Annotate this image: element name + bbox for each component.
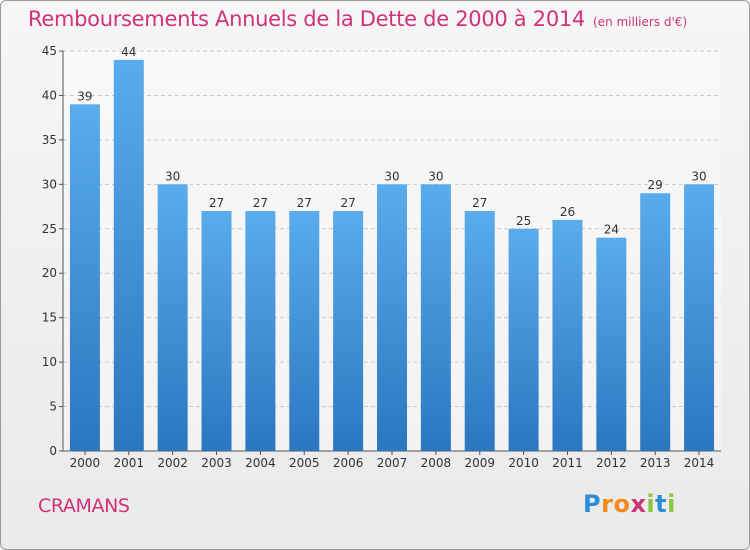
bar-value-label: 30: [384, 169, 399, 183]
logo-letter: i: [646, 490, 656, 518]
bar-value-label: 25: [516, 214, 531, 228]
x-tick-label: 2014: [684, 456, 715, 470]
y-tick-label: 5: [49, 400, 57, 414]
y-tick-label: 15: [42, 311, 57, 325]
bar-value-label: 27: [209, 196, 224, 210]
y-tick-label: 45: [42, 44, 57, 58]
y-tick-label: 40: [42, 88, 57, 102]
x-tick-label: 2005: [289, 456, 320, 470]
bar: [333, 211, 364, 451]
logo-letter: x: [630, 490, 647, 518]
bar-value-label: 44: [121, 45, 136, 59]
y-tick-label: 30: [42, 177, 57, 191]
x-tick-label: 2012: [596, 456, 627, 470]
bar-value-label: 30: [428, 169, 443, 183]
y-tick-label: 10: [42, 355, 57, 369]
logo-letter: P: [583, 490, 602, 518]
x-tick-label: 2013: [640, 456, 671, 470]
chart-title-text: Remboursements Annuels de la Dette de 20…: [28, 7, 585, 31]
x-tick-label: 2006: [333, 456, 364, 470]
x-tick-label: 2003: [201, 456, 232, 470]
bar: [289, 211, 320, 451]
bar-value-label: 39: [77, 89, 92, 103]
y-tick-label: 20: [42, 266, 57, 280]
bar-value-label: 24: [604, 223, 619, 237]
logo-letter: t: [655, 490, 668, 518]
x-tick-label: 2000: [70, 456, 101, 470]
bar: [596, 237, 627, 451]
bar: [245, 211, 276, 451]
bar: [552, 219, 583, 451]
commune-name: CRAMANS: [38, 495, 130, 517]
x-tick-label: 2004: [245, 456, 276, 470]
x-tick-label: 2002: [157, 456, 188, 470]
proxiti-logo: Proxiti: [583, 490, 676, 518]
logo-letter: i: [667, 490, 676, 518]
logo-letter: o: [613, 490, 631, 518]
bar-value-label: 29: [648, 178, 663, 192]
x-tick-label: 2007: [377, 456, 408, 470]
bar-value-label: 30: [691, 169, 706, 183]
bar-value-label: 30: [165, 169, 180, 183]
x-tick-label: 2001: [114, 456, 145, 470]
x-tick-label: 2008: [421, 456, 452, 470]
bar-value-label: 27: [340, 196, 355, 210]
bar: [508, 228, 539, 451]
bar: [69, 104, 100, 451]
bar: [201, 211, 232, 451]
chart-title: Remboursements Annuels de la Dette de 20…: [28, 7, 687, 31]
bar-value-label: 27: [472, 196, 487, 210]
x-tick-label: 2011: [552, 456, 583, 470]
bar: [157, 184, 188, 452]
x-tick-label: 2010: [508, 456, 539, 470]
bar: [113, 59, 144, 452]
bar-value-label: 26: [560, 205, 575, 219]
bar: [640, 193, 671, 451]
bar: [464, 211, 495, 451]
logo-letter: r: [601, 490, 614, 518]
x-tick-label: 2009: [464, 456, 495, 470]
y-tick-label: 0: [49, 444, 57, 458]
y-tick-label: 35: [42, 133, 57, 147]
bar-value-label: 27: [297, 196, 312, 210]
bar: [377, 184, 407, 452]
bar-value-label: 27: [253, 196, 268, 210]
bar: [684, 184, 715, 452]
y-tick-label: 25: [42, 222, 57, 236]
chart-unit: (en milliers d'€): [593, 15, 688, 29]
bar: [420, 184, 451, 452]
